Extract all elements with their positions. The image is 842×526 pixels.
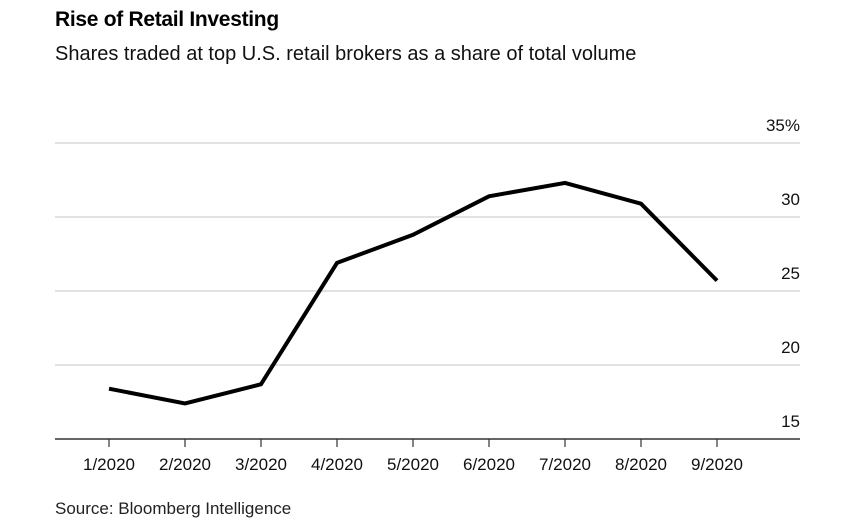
x-tick-label: 2/2020 xyxy=(159,455,211,474)
y-tick-label: 30 xyxy=(781,190,800,209)
x-tick-label: 3/2020 xyxy=(235,455,287,474)
x-tick-label: 6/2020 xyxy=(463,455,515,474)
chart-title: Rise of Retail Investing xyxy=(55,8,279,31)
source-note: Source: Bloomberg Intelligence xyxy=(55,499,292,518)
y-tick-label: 35% xyxy=(766,116,800,135)
x-tick-label: 5/2020 xyxy=(387,455,439,474)
x-tick-label: 7/2020 xyxy=(539,455,591,474)
x-tick-label: 9/2020 xyxy=(691,455,743,474)
chart-subtitle: Shares traded at top U.S. retail brokers… xyxy=(55,43,637,65)
y-tick-label: 25 xyxy=(781,264,800,283)
x-tick-label: 1/2020 xyxy=(83,455,135,474)
y-tick-label: 20 xyxy=(781,338,800,357)
y-tick-label: 15 xyxy=(781,412,800,431)
x-tick-label: 4/2020 xyxy=(311,455,363,474)
series-line xyxy=(108,180,719,406)
x-tick-label: 8/2020 xyxy=(615,455,667,474)
